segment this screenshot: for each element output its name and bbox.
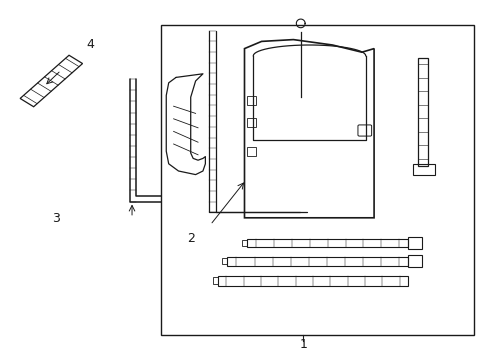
Bar — [407, 238, 421, 248]
Text: 4: 4 — [86, 38, 94, 51]
Bar — [212, 277, 217, 284]
Bar — [227, 256, 407, 266]
Bar — [246, 239, 407, 247]
Bar — [407, 255, 421, 267]
Bar — [246, 96, 255, 105]
Text: 2: 2 — [186, 232, 194, 245]
Bar — [412, 164, 434, 175]
Bar — [161, 25, 473, 335]
Bar — [246, 118, 255, 127]
Text: 3: 3 — [52, 212, 60, 225]
Bar — [242, 240, 246, 246]
Bar — [417, 58, 427, 166]
Bar — [222, 258, 227, 264]
Text: 1: 1 — [299, 338, 306, 351]
Bar — [217, 276, 407, 286]
Bar — [246, 147, 255, 156]
